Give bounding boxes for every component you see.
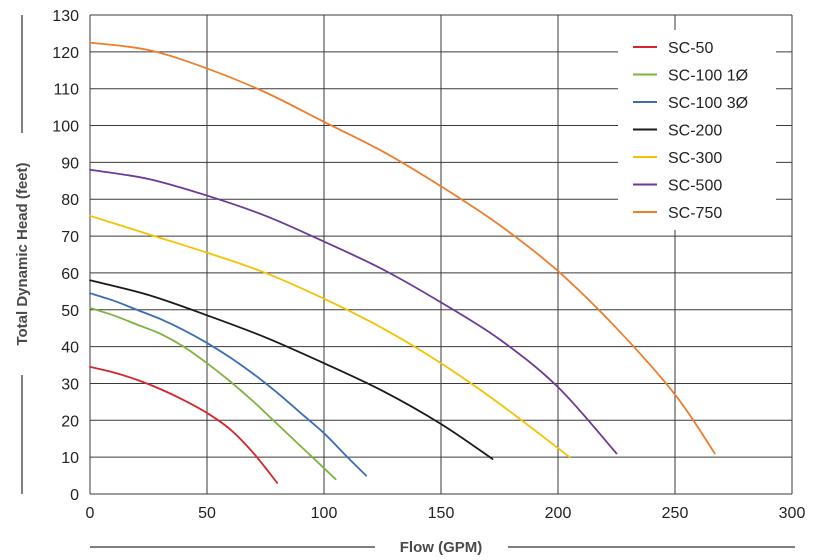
x-tick-label: 200	[545, 505, 572, 522]
x-tick-label: 50	[198, 505, 216, 522]
series-lines	[89, 41, 716, 484]
legend-label: SC-750	[668, 205, 722, 222]
legend-label: SC-300	[668, 150, 722, 167]
legend-label: SC-50	[668, 40, 713, 57]
x-tick-label: 100	[311, 505, 338, 522]
x-tick-label: 250	[662, 505, 689, 522]
y-tick-label: 100	[52, 119, 79, 136]
series-line-sc-100-1	[89, 307, 337, 481]
y-tick-label: 110	[53, 82, 79, 99]
y-tick-label: 20	[61, 413, 79, 430]
series-line-sc-750	[89, 41, 716, 455]
legend-label: SC-500	[668, 178, 722, 195]
y-tick-label: 40	[61, 340, 79, 357]
y-tick-label: 70	[61, 229, 79, 246]
x-tick-label: 300	[779, 505, 806, 522]
y-tick-labels: 0 10 20 30 40 50 60 70 80 90 100 110 120 130	[52, 8, 79, 504]
series-line-sc-50	[89, 365, 279, 484]
y-tick-label: 130	[52, 8, 79, 25]
series-line-sc-100-3	[89, 292, 368, 477]
x-axis-title: Flow (GPM)	[400, 539, 483, 556]
y-tick-label: 120	[52, 45, 79, 62]
y-tick-label: 30	[61, 376, 79, 393]
series-line-sc-300	[89, 214, 571, 459]
y-tick-label: 60	[61, 266, 79, 283]
legend-label: SC-100 1Ø	[668, 68, 748, 85]
legend-label: SC-200	[668, 123, 722, 140]
x-tick-labels: 0 50 100 150 200 250 300	[86, 505, 806, 522]
x-tick-label: 0	[86, 505, 95, 522]
x-tick-label: 150	[428, 505, 455, 522]
y-axis-title: Total Dynamic Head (feet)	[14, 162, 31, 345]
y-tick-label: 0	[70, 487, 79, 504]
series-line-sc-500	[89, 168, 618, 455]
legend: SC-50 SC-100 1Ø SC-100 3Ø SC-200 SC-300 SC-50…	[618, 30, 776, 230]
legend-label: SC-100 3Ø	[668, 95, 748, 112]
y-tick-label: 90	[61, 155, 79, 172]
y-tick-label: 10	[61, 450, 79, 467]
y-tick-label: 50	[61, 303, 79, 320]
series-line-sc-200	[89, 279, 494, 460]
y-tick-label: 80	[61, 192, 79, 209]
